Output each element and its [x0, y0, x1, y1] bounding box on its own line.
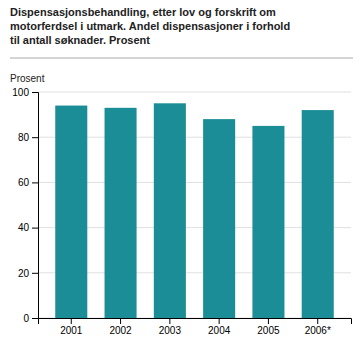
y-axis-label: Prosent: [10, 73, 45, 84]
y-tick-mark: [32, 318, 38, 319]
y-tick-label: 80: [18, 132, 30, 143]
x-tick: 2004: [208, 318, 231, 336]
x-tick: 2005: [257, 318, 280, 336]
x-axis: 2001 2002 2003 2004 2005 2006*: [39, 318, 352, 336]
title-line: til antall søknader. Prosent: [10, 34, 150, 46]
title: Dispensasjonsbehandling, etter lov og fo…: [10, 6, 290, 46]
x-tick-label: 2006*: [305, 325, 331, 336]
y-tick: 0: [23, 313, 38, 324]
y-tick-label: 60: [18, 177, 30, 188]
x-tick-mark: [71, 318, 72, 324]
x-tick: 2006*: [305, 318, 331, 336]
x-tick-mark: [120, 318, 121, 324]
chart: Dispensasjonsbehandling, etter lov og fo…: [0, 0, 363, 344]
bar: [252, 126, 284, 318]
x-tick-label: 2003: [159, 325, 182, 336]
x-tick-label: 2001: [60, 325, 83, 336]
y-tick: 80: [18, 132, 38, 143]
x-tick-mark: [317, 318, 318, 324]
separator: [10, 58, 353, 59]
title-line: Dispensasjonsbehandling, etter lov og fo…: [10, 6, 276, 18]
x-tick-label: 2004: [208, 325, 231, 336]
y-tick-label: 40: [18, 222, 30, 233]
y-tick: 40: [18, 222, 38, 233]
grid: [38, 92, 351, 318]
y-axis-line: [32, 93, 39, 319]
y-tick: 20: [18, 268, 38, 279]
x-tick: 2003: [159, 318, 182, 336]
y-tick-mark: [32, 182, 38, 183]
bar: [154, 103, 186, 318]
x-tick-mark: [268, 318, 269, 324]
y-tick-label: 0: [23, 313, 29, 324]
x-tick-mark: [169, 318, 170, 324]
y-tick-mark: [32, 228, 38, 229]
y-tick: 60: [18, 177, 38, 188]
title-line: motorferdsel i utmark. Andel dispensasjo…: [10, 20, 290, 32]
x-tick-label: 2005: [257, 325, 280, 336]
y-axis: 0 20 40 60 80 100: [12, 87, 38, 324]
y-tick-mark: [32, 137, 38, 138]
y-tick-label: 100: [12, 87, 29, 98]
x-tick-label: 2002: [109, 325, 132, 336]
bar: [105, 108, 137, 318]
bar: [302, 110, 334, 318]
y-tick-mark: [32, 92, 38, 93]
plot: Prosent020406080100200120022003200420052…: [10, 73, 352, 336]
y-tick: 100: [12, 87, 38, 98]
grid-line: [38, 92, 351, 93]
x-tick-mark: [219, 318, 220, 324]
x-axis-line: [39, 319, 352, 325]
x-tick: 2001: [60, 318, 83, 336]
y-tick-label: 20: [18, 268, 30, 279]
bar: [203, 119, 235, 318]
bars: [55, 103, 333, 318]
bar: [55, 106, 87, 318]
x-tick: 2002: [109, 318, 132, 336]
y-tick-mark: [32, 273, 38, 274]
